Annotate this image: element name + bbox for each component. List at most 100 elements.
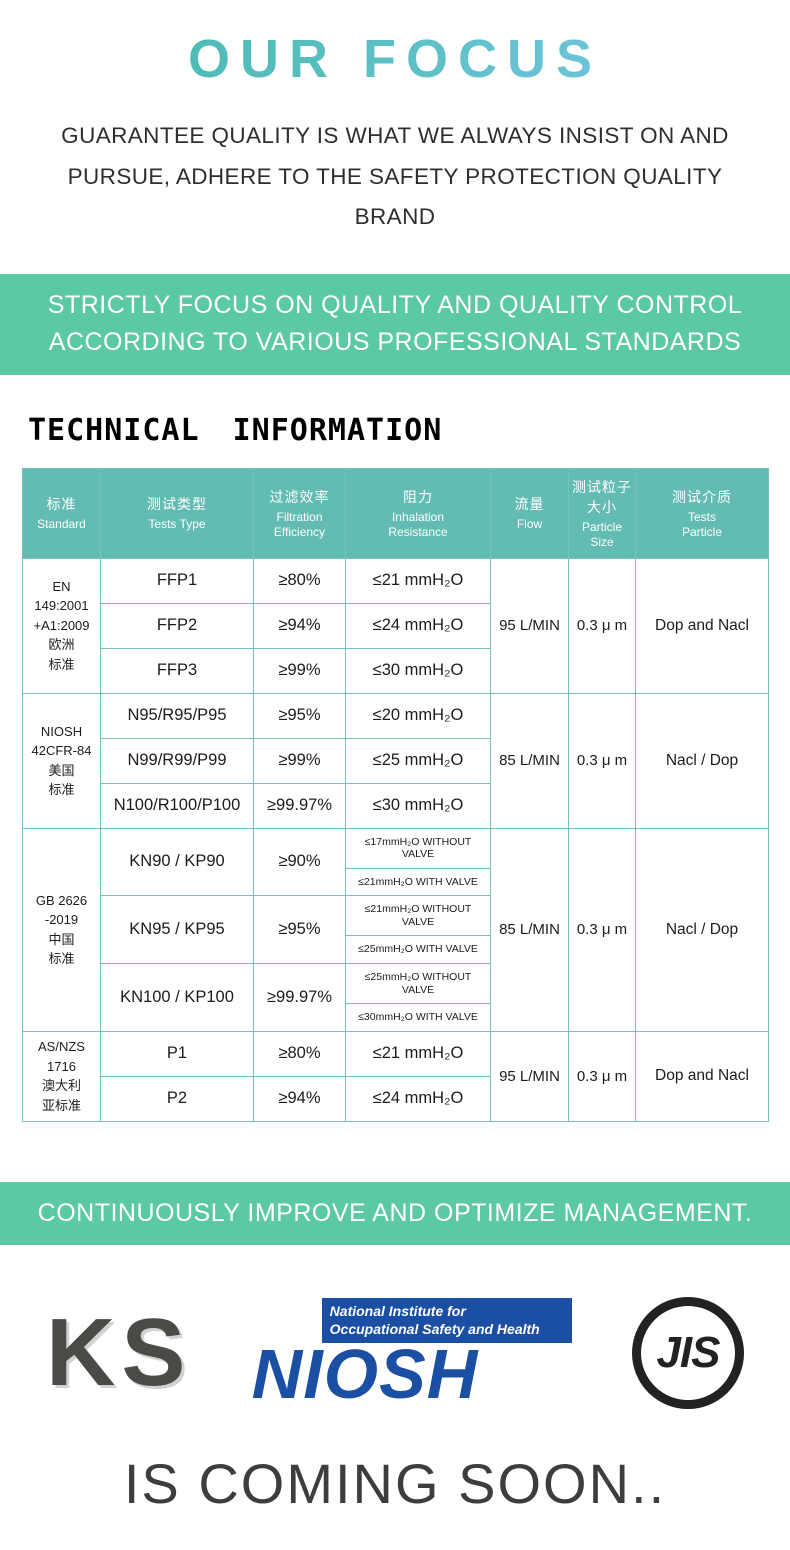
cell-particle-size-gb2626: 0.3 μ m — [568, 827, 636, 1032]
cell-test-type: KN90 / KP90 — [100, 827, 254, 897]
jis-text: JIS — [656, 1328, 720, 1378]
cell-efficiency: ≥99% — [253, 737, 346, 784]
cell-efficiency: ≥95% — [253, 692, 346, 739]
cell-standard-niosh: NIOSH 42CFR-84 美国 标准 — [22, 692, 101, 829]
cell-efficiency: ≥94% — [253, 602, 346, 649]
quality-banner-line-2: ACCORDING TO VARIOUS PROFESSIONAL STANDA… — [48, 328, 742, 356]
niosh-logo: National Institute for Occupational Safe… — [251, 1298, 572, 1413]
header-tests-particle-en: Tests Particle — [681, 509, 722, 539]
cell-efficiency: ≥94% — [253, 1075, 346, 1122]
cell-efficiency: ≥95% — [253, 895, 346, 965]
coming-soon-text: IS COMING SOON.. — [123, 1452, 667, 1516]
cell-resistance: ≤25mmH₂O WITHOUT VALVE ≤30mmH₂O WITH VAL… — [345, 963, 491, 1032]
header-resistance-zh: 阻力 — [403, 488, 433, 505]
cell-test-type: FFP1 — [100, 557, 254, 604]
table-header-standard: 标准 Standard — [22, 467, 101, 559]
table-row: N100/R100/P100 ≥99.97% ≤30 mmH₂O — [23, 782, 769, 829]
cell-standard-asnzs: AS/NZS 1716 澳大利 亚标准 — [22, 1030, 101, 1122]
cell-efficiency: ≥90% — [253, 827, 346, 897]
header-standard-en: Standard — [37, 517, 86, 531]
cell-standard-en149: EN 149:2001 +A1:2009 欧洲 标准 — [22, 557, 101, 694]
cell-test-type: FFP3 — [100, 647, 254, 694]
resistance-without-valve: ≤17mmH₂O WITHOUT VALVE — [364, 835, 472, 861]
subtitle-line-2: PURSUE, ADHERE TO THE SAFETY PROTECTION … — [67, 163, 723, 230]
cell-test-particle-en149: Dop and Nacl — [635, 557, 769, 694]
table-header-row: 标准 Standard 测试类型 Tests Type 过滤效率 Filtrat… — [22, 467, 769, 559]
cell-test-type: KN95 / KP95 — [100, 895, 254, 965]
table-row: AS/NZS 1716 澳大利 亚标准 P1 ≥80% ≤21 mmH₂O 95… — [22, 1030, 769, 1122]
cell-efficiency: ≥80% — [253, 1030, 346, 1077]
niosh-tagline: National Institute for Occupational Safe… — [321, 1298, 572, 1343]
cell-flow-niosh: 85 L/MIN — [490, 692, 569, 829]
cell-test-type: FFP2 — [100, 602, 254, 649]
table-row: NIOSH 42CFR-84 美国 标准 N95/R95/P95 ≥95% ≤2… — [22, 692, 769, 829]
niosh-wordmark: NIOSH — [251, 1334, 479, 1413]
section-heading: TECHNICAL INFORMATION — [28, 412, 443, 448]
resistance-without-valve: ≤21mmH₂O WITHOUT VALVE — [364, 903, 472, 928]
resistance-with-valve: ≤25mmH₂O WITH VALVE — [346, 935, 490, 962]
cell-efficiency: ≥99.97% — [253, 782, 346, 829]
cell-test-particle-gb2626: Nacl / Dop — [635, 827, 769, 1032]
cell-test-type: P1 — [100, 1030, 254, 1077]
improve-banner: CONTINUOUSLY IMPROVE AND OPTIMIZE MANAGE… — [0, 1181, 790, 1246]
cell-test-particle-asnzs: Dop and Nacl — [635, 1030, 769, 1122]
cell-resistance: ≤17mmH₂O WITHOUT VALVE ≤21mmH₂O WITH VAL… — [345, 827, 491, 897]
header-particle-size-zh: 测试粒子大小 — [572, 478, 632, 515]
cell-resistance: ≤20 mmH₂O — [345, 692, 491, 739]
resistance-with-valve: ≤30mmH₂O WITH VALVE — [346, 1003, 490, 1030]
cell-resistance: ≤21 mmH₂O — [345, 557, 491, 604]
table-header-tests-particle: 测试介质 Tests Particle — [635, 467, 769, 559]
cell-standard-gb2626: GB 2626 -2019 中国 标准 — [22, 827, 101, 1032]
header-filtration-zh: 过滤效率 — [269, 488, 330, 505]
cell-test-type: KN100 / KP100 — [100, 963, 254, 1032]
cell-efficiency: ≥99.97% — [253, 963, 346, 1032]
cell-efficiency: ≥80% — [253, 557, 346, 604]
table-header-inhalation-resistance: 阻力 Inhalation Resistance — [345, 467, 491, 559]
table-header-tests-type: 测试类型 Tests Type — [100, 467, 254, 559]
cell-resistance: ≤25 mmH₂O — [345, 737, 491, 784]
technical-table-wrapper: 标准 Standard 测试类型 Tests Type 过滤效率 Filtrat… — [0, 467, 790, 1122]
table-row: FFP3 ≥99% ≤30 mmH₂O — [23, 647, 769, 694]
cell-test-type: P2 — [100, 1075, 254, 1122]
header-standard-zh: 标准 — [46, 496, 77, 512]
table-row: N99/R99/P99 ≥99% ≤25 mmH₂O — [23, 737, 769, 784]
cell-resistance: ≤24 mmH₂O — [345, 602, 491, 649]
cell-resistance: ≤24 mmH₂O — [345, 1075, 491, 1122]
table-row: KN100 / KP100 ≥99.97% ≤25mmH₂O WITHOUT V… — [23, 963, 769, 1032]
cell-efficiency: ≥99% — [253, 647, 346, 694]
cell-resistance: ≤30 mmH₂O — [345, 647, 491, 694]
table-row: FFP2 ≥94% ≤24 mmH₂O — [23, 602, 769, 649]
cell-test-particle-niosh: Nacl / Dop — [635, 692, 769, 829]
page-title: OUR FOCUS — [0, 28, 790, 90]
cell-test-type: N100/R100/P100 — [100, 782, 254, 829]
quality-banner-line-1: STRICTLY FOCUS ON QUALITY AND QUALITY CO… — [47, 290, 743, 319]
subtitle: GUARANTEE QUALITY IS WHAT WE ALWAYS INSI… — [28, 116, 762, 238]
table-row: GB 2626 -2019 中国 标准 KN90 / KP90 ≥90% ≤17… — [22, 827, 769, 1032]
table-header-particle-size: 测试粒子大小 Particle Size — [568, 467, 636, 559]
cell-particle-size-asnzs: 0.3 μ m — [568, 1030, 636, 1122]
cell-flow-gb2626: 85 L/MIN — [490, 827, 569, 1032]
quality-banner: STRICTLY FOCUS ON QUALITY AND QUALITY CO… — [0, 273, 790, 375]
cell-particle-size-niosh: 0.3 μ m — [568, 692, 636, 829]
cell-flow-asnzs: 95 L/MIN — [490, 1030, 569, 1122]
certification-logos: KS National Institute for Occupational S… — [0, 1297, 790, 1413]
header-tests-particle-zh: 测试介质 — [672, 488, 732, 505]
table-row: KN95 / KP95 ≥95% ≤21mmH₂O WITHOUT VALVE … — [23, 895, 769, 965]
table-row: P2 ≥94% ≤24 mmH₂O — [23, 1075, 769, 1122]
technical-table: 标准 Standard 测试类型 Tests Type 过滤效率 Filtrat… — [22, 467, 769, 1122]
cell-test-type: N99/R99/P99 — [100, 737, 254, 784]
ks-logo: KS — [46, 1299, 192, 1407]
header-tests-type-en: Tests Type — [148, 517, 206, 531]
cell-resistance: ≤30 mmH₂O — [345, 782, 491, 829]
resistance-without-valve: ≤25mmH₂O WITHOUT VALVE — [364, 971, 472, 996]
header-particle-size-en: Particle Size — [581, 519, 622, 549]
cell-resistance: ≤21 mmH₂O — [345, 1030, 491, 1077]
header-flow-en: Flow — [516, 517, 543, 531]
cell-flow-en149: 95 L/MIN — [490, 557, 569, 694]
table-header-filtration-efficiency: 过滤效率 Filtration Efficiency — [253, 467, 346, 559]
cell-test-type: N95/R95/P95 — [100, 692, 254, 739]
header-flow-zh: 流量 — [514, 496, 545, 512]
header-filtration-en: Filtration Efficiency — [273, 509, 326, 539]
header-resistance-en: Inhalation Resistance — [388, 509, 448, 539]
cell-particle-size-en149: 0.3 μ m — [568, 557, 636, 694]
